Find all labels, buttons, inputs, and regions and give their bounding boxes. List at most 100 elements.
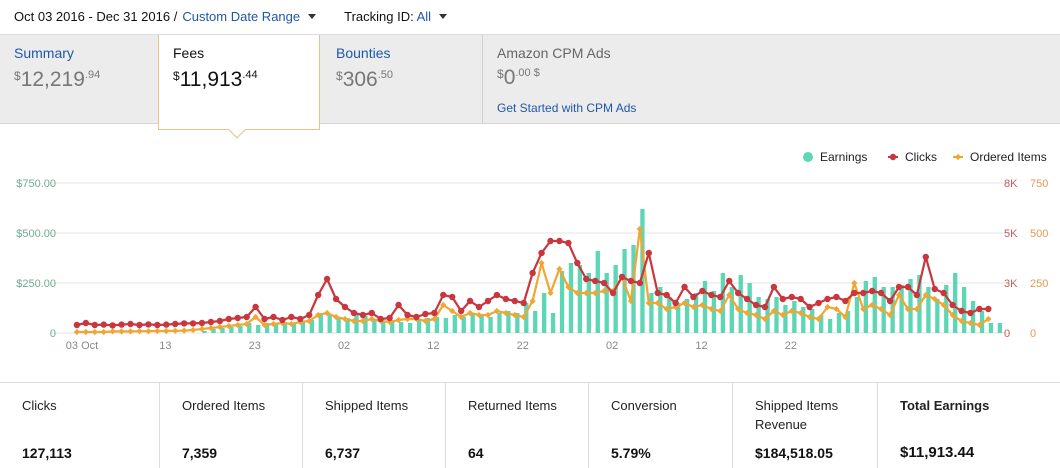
earnings-bar <box>827 319 833 333</box>
custom-date-range-label: Custom Date Range <box>182 8 301 24</box>
earnings-bar <box>568 263 574 333</box>
x-tick-label: 23 <box>249 340 261 352</box>
tab-bounties[interactable]: Bounties $306.50 <box>322 35 482 124</box>
ordered-items-point <box>663 305 670 313</box>
earnings-bar <box>479 315 484 333</box>
earnings-bar <box>273 324 279 333</box>
custom-date-range-dropdown[interactable]: Custom Date Range <box>182 8 317 24</box>
stat-label: Shipped Items Revenue <box>755 398 839 432</box>
currency-symbol: $ <box>497 67 504 81</box>
stat-value: 64 <box>468 445 484 461</box>
earnings-bar <box>407 323 413 333</box>
clicks-point <box>770 283 778 291</box>
clicks-point <box>127 320 134 328</box>
clicks-point <box>967 309 974 317</box>
x-tick-label: 02 <box>606 340 618 352</box>
stat-value: 6,737 <box>325 445 361 461</box>
ordered-items-point <box>198 325 206 333</box>
earnings-bar <box>291 323 297 333</box>
earnings-bar <box>238 326 243 333</box>
clicks-point <box>636 279 644 287</box>
tracking-id-dropdown[interactable]: Tracking ID: All <box>344 9 448 24</box>
ordered-items-point <box>547 289 554 297</box>
clicks-point <box>493 291 501 299</box>
earnings-bar <box>586 273 591 333</box>
earnings-bar <box>327 315 332 333</box>
clicks-point <box>672 299 679 307</box>
earnings-bar <box>256 325 261 333</box>
y-right-clicks-tick-label: 3K <box>1004 278 1018 290</box>
amount-integer: 11,913 <box>179 68 243 91</box>
y-left-tick-label: $500.00 <box>16 228 56 240</box>
earnings-bar <box>282 322 288 333</box>
tab-summary[interactable]: Summary $12,219.94 <box>0 35 158 124</box>
currency-symbol: $ <box>14 69 21 83</box>
legend-earnings-label: Earnings <box>820 150 867 164</box>
stats-bar: Clicks 127,113 Ordered Items 7,359 Shipp… <box>0 382 1060 468</box>
earnings-bar <box>202 331 207 333</box>
earnings-bar <box>658 287 663 333</box>
ordered-items-point <box>976 321 983 329</box>
earnings-bar <box>738 275 743 333</box>
earnings-bar <box>515 313 520 333</box>
earnings-bar <box>559 271 565 333</box>
clicks-point <box>377 315 384 323</box>
earnings-bar <box>801 307 806 333</box>
stat-label: Clicks <box>22 398 57 413</box>
clicks-point <box>842 297 849 305</box>
stat-label: Total Earnings <box>900 398 990 413</box>
earnings-bar <box>854 297 860 333</box>
stat-shipped-items: Shipped Items 6,737 <box>303 383 446 468</box>
clicks-point <box>323 275 331 283</box>
clicks-point <box>886 297 894 305</box>
clicks-point <box>743 295 751 303</box>
clicks-point <box>985 305 992 313</box>
ordered-items-point <box>851 279 858 287</box>
clicks-point <box>583 275 590 283</box>
clicks-point <box>699 287 706 295</box>
earnings-bar <box>676 303 681 333</box>
earnings-bar <box>381 321 386 333</box>
earnings-bar <box>416 319 422 333</box>
x-tick-label: 03 Oct <box>66 340 98 352</box>
clicks-point <box>797 295 804 303</box>
earnings-bar <box>783 305 788 333</box>
stat-label: Shipped Items <box>325 398 409 413</box>
x-tick-label: 02 <box>338 340 350 352</box>
clicks-point <box>261 315 268 323</box>
clicks-point <box>931 285 938 293</box>
clicks-point <box>761 303 769 311</box>
clicks-point <box>484 297 492 305</box>
stat-total-earnings: Total Earnings $11,913.44 <box>878 383 1060 468</box>
clicks-point <box>556 237 563 245</box>
clicks-point <box>681 283 688 291</box>
earnings-bar <box>309 320 314 333</box>
tab-fees[interactable]: Fees $11,913.44 <box>158 35 320 139</box>
clicks-point <box>297 315 304 323</box>
stat-clicks: Clicks 127,113 <box>0 383 160 468</box>
earnings-bar <box>488 317 493 333</box>
clicks-point <box>431 309 438 317</box>
earnings-bar <box>935 299 940 333</box>
earnings-bar <box>247 323 252 333</box>
get-started-cpm-link[interactable]: Get Started with CPM Ads <box>497 101 637 115</box>
earnings-bar <box>819 315 824 333</box>
y-right-items-tick-label: 750 <box>1030 178 1048 190</box>
clicks-point <box>511 297 518 305</box>
ordered-items-line <box>76 227 989 334</box>
ordered-items-point <box>154 327 161 335</box>
ordered-items-point <box>243 320 250 328</box>
clicks-point <box>225 315 233 323</box>
earnings-bar <box>399 322 404 333</box>
clicks-point <box>136 321 143 329</box>
tab-fees-label: Fees <box>173 45 205 61</box>
clicks-point <box>708 291 715 299</box>
y-right-items-tick-label: 250 <box>1030 278 1048 290</box>
ordered-items-point <box>717 307 724 315</box>
clicks-point <box>189 320 197 327</box>
earnings-bar <box>613 265 618 333</box>
clicks-point <box>440 291 447 299</box>
stat-value: 7,359 <box>182 445 218 461</box>
earnings-bar <box>542 293 547 333</box>
earnings-bar <box>470 314 475 333</box>
